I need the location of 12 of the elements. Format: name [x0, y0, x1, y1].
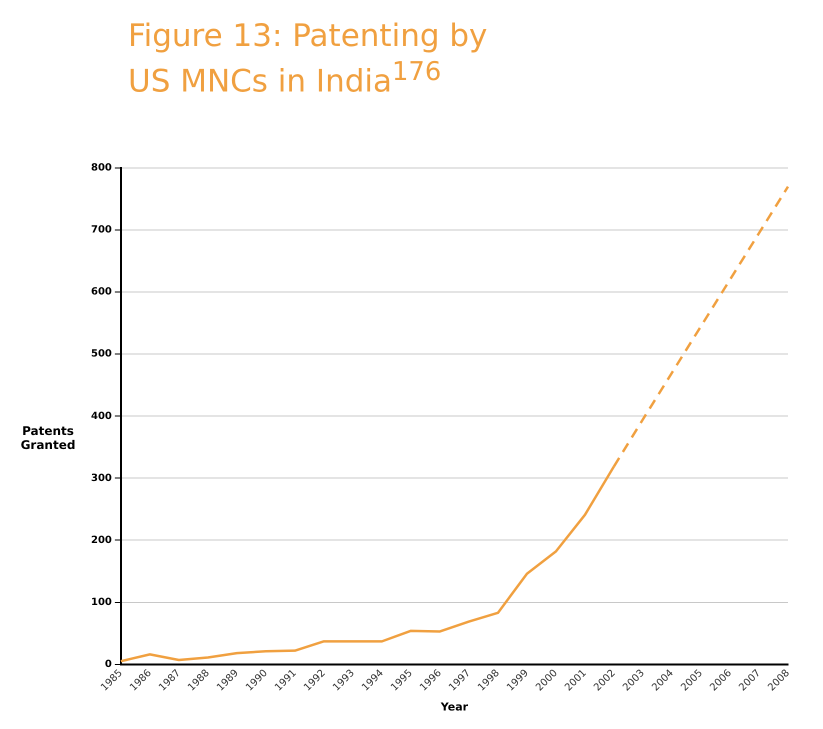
y-tick-label: 800 [91, 162, 112, 174]
y-tick-label: 700 [91, 224, 112, 236]
y-tick-label: 600 [91, 286, 112, 298]
y-tick-label: 100 [91, 596, 112, 608]
y-tick-label: 200 [91, 534, 112, 546]
y-axis-title: Patents Granted [20, 424, 76, 452]
y-tick-label: 400 [91, 410, 112, 422]
y-tick-label: 300 [91, 472, 112, 484]
y-tick-label: 0 [104, 658, 112, 670]
x-axis-title: Year [440, 700, 469, 714]
y-tick-label: 500 [91, 348, 112, 360]
chart-title: Figure 13: Patenting by US MNCs in India$^{176}$ [127, 17, 488, 102]
